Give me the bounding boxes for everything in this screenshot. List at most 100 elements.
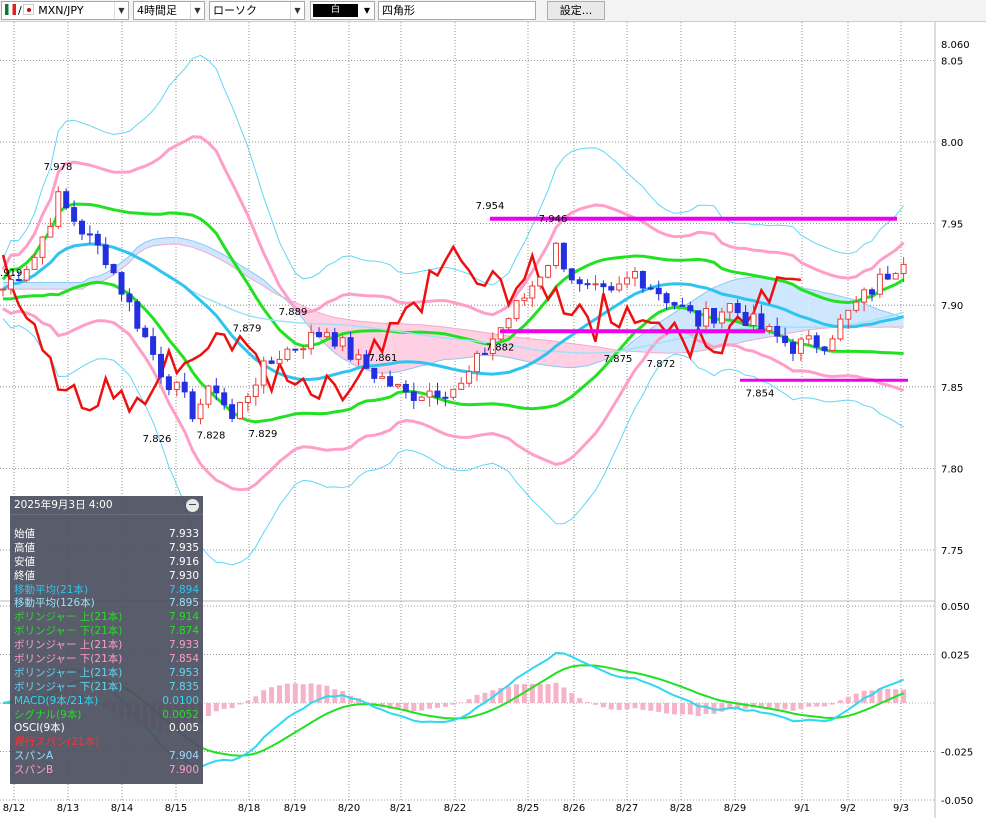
collapse-icon[interactable]: − bbox=[186, 498, 199, 512]
candle-body bbox=[521, 297, 528, 302]
mexico-flag-icon bbox=[5, 4, 16, 15]
price-annotation: 7.954 bbox=[476, 201, 505, 212]
candle-body bbox=[568, 268, 575, 281]
cloud-segment bbox=[816, 290, 825, 329]
candle-body bbox=[497, 327, 504, 340]
candle-body bbox=[339, 337, 346, 347]
candle-body bbox=[742, 311, 749, 326]
cloud-segment bbox=[58, 282, 67, 290]
candle-body bbox=[71, 207, 78, 222]
osci-bar bbox=[687, 703, 693, 715]
candle-body bbox=[474, 352, 480, 373]
info-datetime: 2025年9月3日 4:00 − bbox=[10, 496, 203, 515]
candle-body bbox=[450, 388, 457, 398]
candlesticks bbox=[0, 186, 907, 425]
cloud-segment bbox=[50, 282, 59, 290]
candle-body bbox=[63, 191, 70, 209]
cloud-segment bbox=[208, 246, 217, 258]
osci-bar bbox=[703, 703, 709, 714]
candle-body bbox=[142, 327, 149, 338]
candle-body bbox=[545, 264, 552, 278]
candle-body bbox=[537, 276, 544, 287]
bollinger-upper-line bbox=[2, 54, 904, 286]
cloud-segment bbox=[247, 269, 256, 282]
info-row-label: ボリンジャー 上(21本) bbox=[14, 611, 123, 624]
candle-body bbox=[102, 244, 109, 266]
candle-body bbox=[347, 337, 354, 360]
candle-body bbox=[695, 310, 702, 327]
info-row-value: 7.904 bbox=[168, 750, 199, 763]
y-tick-label: 7.75 bbox=[941, 546, 963, 557]
osci-bar bbox=[498, 688, 504, 703]
osci-bar bbox=[600, 703, 606, 708]
cloud-segment bbox=[161, 237, 169, 245]
candle-body bbox=[671, 302, 678, 306]
cloud-segment bbox=[698, 292, 707, 352]
info-row: MACD(9本/21本) 0.0100 bbox=[10, 695, 203, 709]
y-tick-label: 7.90 bbox=[941, 301, 963, 312]
info-row-value: 7.835 bbox=[168, 680, 199, 693]
candle-body bbox=[718, 311, 725, 324]
cloud-segment bbox=[137, 242, 146, 254]
bollinger-lower-line bbox=[2, 307, 905, 492]
candle-body bbox=[576, 279, 583, 285]
candle-body bbox=[181, 381, 188, 393]
color-select[interactable]: 白 ▼ bbox=[310, 1, 375, 20]
settings-button[interactable]: 設定... bbox=[547, 1, 605, 20]
x-tick-label: 8/26 bbox=[563, 803, 585, 814]
y-tick-label: 8.00 bbox=[941, 138, 963, 149]
timeframe-label: 4時間足 bbox=[137, 4, 177, 17]
info-row-value: 7.900 bbox=[168, 764, 199, 777]
osci-bar bbox=[577, 698, 583, 703]
x-tick-label: 8/28 bbox=[670, 803, 692, 814]
candle-body bbox=[600, 283, 607, 288]
candle-body bbox=[884, 273, 891, 280]
x-tick-label: 8/12 bbox=[3, 803, 25, 814]
osci-bar bbox=[806, 703, 812, 707]
y-tick-label: 8.060 bbox=[941, 40, 970, 51]
info-row-label: 始値 bbox=[14, 528, 35, 540]
osci-bar bbox=[277, 685, 282, 703]
info-row: ボリンジャー 上(21本) 7.914 bbox=[10, 611, 203, 625]
candle-body bbox=[608, 286, 615, 291]
osci-bar bbox=[853, 693, 859, 703]
candle-body bbox=[639, 270, 646, 289]
bollinger-upper-line bbox=[1, 202, 905, 348]
price-annotation: 7.829 bbox=[249, 429, 278, 440]
cloud-segment bbox=[579, 344, 588, 367]
osci-bar bbox=[885, 688, 891, 703]
candle-body bbox=[244, 396, 251, 403]
info-row: 移動平均(21本) 7.894 bbox=[10, 584, 203, 598]
candle-body bbox=[553, 242, 559, 266]
osci-bar bbox=[648, 703, 654, 711]
chart-style-select[interactable]: ローソク ▼ bbox=[209, 1, 305, 20]
candle-body bbox=[861, 289, 868, 303]
draw-tool-field[interactable]: 四角形 bbox=[378, 1, 536, 20]
osci-bar bbox=[861, 690, 867, 703]
cloud-segment bbox=[785, 281, 793, 334]
info-row-value: 7.895 bbox=[168, 597, 199, 610]
currency-pair-select[interactable]: / MXN/JPY ▼ bbox=[1, 1, 129, 20]
info-row-label: 高値 bbox=[14, 541, 35, 554]
osci-bar bbox=[308, 683, 314, 703]
price-annotation: 7.978 bbox=[44, 162, 73, 173]
price-annotation: 7.879 bbox=[233, 323, 262, 334]
osci-bar bbox=[672, 703, 677, 715]
info-row: スパンA 7.904 bbox=[10, 750, 203, 764]
candle-body bbox=[766, 325, 773, 332]
candle-body bbox=[726, 303, 733, 313]
price-annotation: 7.946 bbox=[539, 214, 568, 225]
osci-bar bbox=[782, 703, 788, 710]
timeframe-select[interactable]: 4時間足 ▼ bbox=[133, 1, 205, 20]
cloud-segment bbox=[26, 282, 35, 290]
candle-body bbox=[260, 360, 267, 386]
y-tick-label: 7.80 bbox=[941, 464, 963, 475]
cloud-segment bbox=[216, 250, 225, 262]
cloud-segment bbox=[556, 341, 564, 368]
candle-body bbox=[300, 348, 307, 351]
candle-body bbox=[758, 313, 765, 332]
osci-bar bbox=[798, 703, 804, 709]
x-tick-label: 8/27 bbox=[616, 803, 638, 814]
candle-body bbox=[371, 367, 378, 379]
osci-bar bbox=[466, 699, 472, 703]
